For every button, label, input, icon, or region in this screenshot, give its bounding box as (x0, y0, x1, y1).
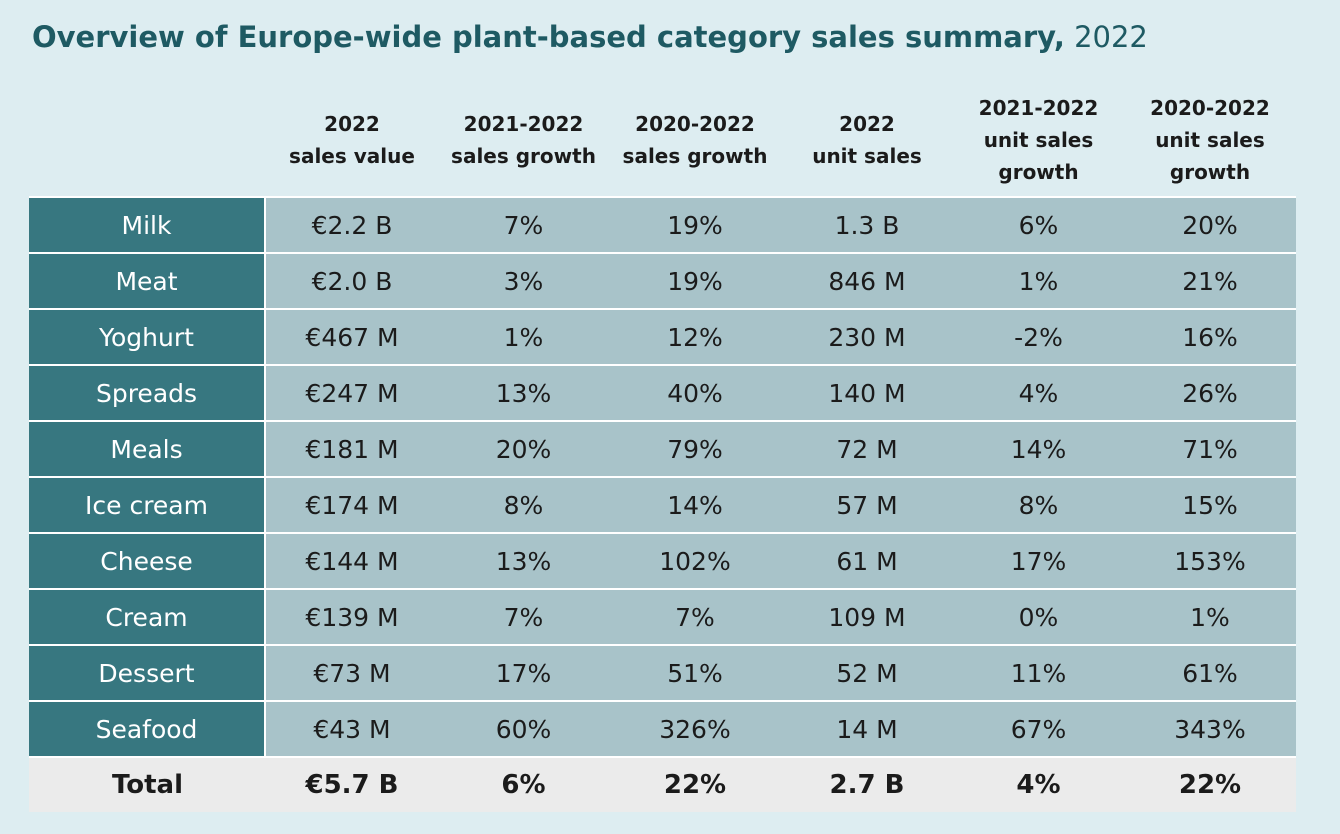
row-label: Yoghurt (29, 308, 266, 364)
table-corner (29, 86, 266, 196)
data-cell: 1% (438, 308, 609, 364)
data-cell: 21% (1124, 252, 1296, 308)
data-cell: €2.0 B (266, 252, 438, 308)
data-cell: 14% (953, 420, 1124, 476)
total-cell: 22% (609, 756, 781, 812)
data-cell: 7% (438, 196, 609, 252)
data-cell: 153% (1124, 532, 1296, 588)
data-cell: 1% (1124, 588, 1296, 644)
column-header: 2021-2022 unit sales growth (953, 86, 1124, 196)
column-header-label: 2022 unit sales (812, 112, 922, 168)
data-cell: 17% (438, 644, 609, 700)
data-cell: €144 M (266, 532, 438, 588)
data-cell: 60% (438, 700, 609, 756)
sales-summary-table: 2022 sales value 2021-2022 sales growth 20… (29, 86, 1300, 812)
data-cell: 17% (953, 532, 1124, 588)
data-cell: 230 M (781, 308, 953, 364)
row-label: Ice cream (29, 476, 266, 532)
data-cell: 3% (438, 252, 609, 308)
row-label: Meat (29, 252, 266, 308)
data-cell: 51% (609, 644, 781, 700)
data-cell: 0% (953, 588, 1124, 644)
row-label: Meals (29, 420, 266, 476)
data-cell: 6% (953, 196, 1124, 252)
total-cell: 2.7 B (781, 756, 953, 812)
data-cell: 8% (438, 476, 609, 532)
data-cell: 102% (609, 532, 781, 588)
data-cell: 7% (609, 588, 781, 644)
data-cell: 1% (953, 252, 1124, 308)
data-cell: €181 M (266, 420, 438, 476)
column-header: 2020-2022 unit sales growth (1124, 86, 1296, 196)
row-label: Milk (29, 196, 266, 252)
data-cell: €43 M (266, 700, 438, 756)
data-cell: 61% (1124, 644, 1296, 700)
column-header: 2021-2022 sales growth (438, 86, 609, 196)
data-cell: €2.2 B (266, 196, 438, 252)
row-label: Cheese (29, 532, 266, 588)
total-cell: 6% (438, 756, 609, 812)
data-cell: 26% (1124, 364, 1296, 420)
total-label: Total (29, 756, 266, 812)
data-cell: 71% (1124, 420, 1296, 476)
data-cell: 14 M (781, 700, 953, 756)
data-cell: 16% (1124, 308, 1296, 364)
data-cell: 72 M (781, 420, 953, 476)
data-cell: 15% (1124, 476, 1296, 532)
total-cell: 4% (953, 756, 1124, 812)
data-cell: 57 M (781, 476, 953, 532)
data-cell: €247 M (266, 364, 438, 420)
data-cell: 79% (609, 420, 781, 476)
data-cell: 846 M (781, 252, 953, 308)
data-cell: 343% (1124, 700, 1296, 756)
row-label: Dessert (29, 644, 266, 700)
data-cell: €73 M (266, 644, 438, 700)
column-header: 2020-2022 sales growth (609, 86, 781, 196)
data-cell: 19% (609, 252, 781, 308)
data-cell: 67% (953, 700, 1124, 756)
title-year: 2022 (1074, 20, 1148, 54)
page-title: Overview of Europe-wide plant-based cate… (32, 18, 1148, 56)
data-cell: 13% (438, 364, 609, 420)
data-cell: 12% (609, 308, 781, 364)
data-cell: 11% (953, 644, 1124, 700)
data-cell: €467 M (266, 308, 438, 364)
row-label: Seafood (29, 700, 266, 756)
data-cell: 19% (609, 196, 781, 252)
column-header: 2022 unit sales (781, 86, 953, 196)
data-cell: 40% (609, 364, 781, 420)
data-cell: 4% (953, 364, 1124, 420)
column-header-label: 2021-2022 unit sales growth (978, 96, 1099, 184)
column-header-label: 2022 sales value (289, 112, 415, 168)
row-label: Cream (29, 588, 266, 644)
title-main: Overview of Europe-wide plant-based cate… (32, 20, 1065, 54)
data-cell: 8% (953, 476, 1124, 532)
column-header-label: 2020-2022 sales growth (622, 112, 768, 168)
data-cell: 52 M (781, 644, 953, 700)
data-cell: 140 M (781, 364, 953, 420)
data-cell: 20% (438, 420, 609, 476)
data-cell: 7% (438, 588, 609, 644)
data-cell: 109 M (781, 588, 953, 644)
data-cell: 13% (438, 532, 609, 588)
data-cell: 1.3 B (781, 196, 953, 252)
data-cell: 14% (609, 476, 781, 532)
data-cell: €139 M (266, 588, 438, 644)
column-header: 2022 sales value (266, 86, 438, 196)
data-cell: 326% (609, 700, 781, 756)
data-cell: -2% (953, 308, 1124, 364)
row-label: Spreads (29, 364, 266, 420)
data-cell: €174 M (266, 476, 438, 532)
data-cell: 20% (1124, 196, 1296, 252)
data-cell: 61 M (781, 532, 953, 588)
total-cell: 22% (1124, 756, 1296, 812)
column-header-label: 2021-2022 sales growth (451, 112, 596, 168)
column-header-label: 2020-2022 unit sales growth (1150, 96, 1270, 184)
total-cell: €5.7 B (266, 756, 438, 812)
